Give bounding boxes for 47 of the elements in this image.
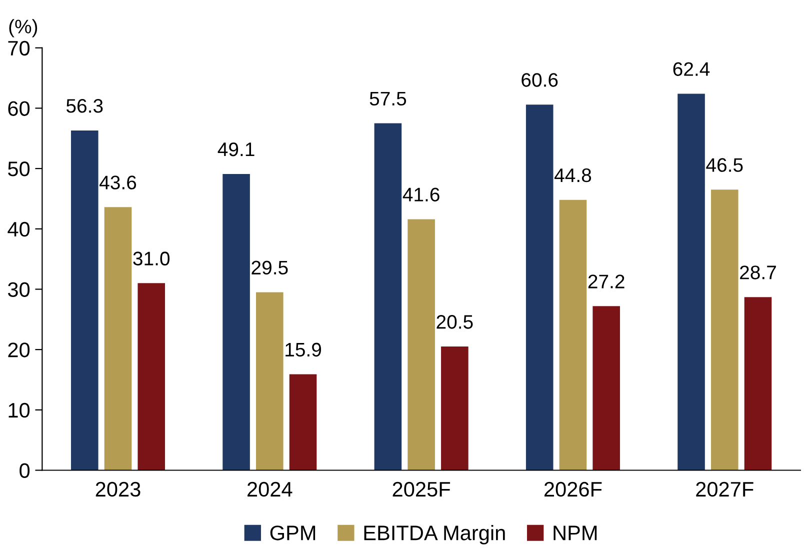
x-tick-label: 2025F (392, 482, 450, 497)
bar (256, 292, 284, 470)
bar (526, 104, 554, 470)
data-label: 41.6 (402, 188, 440, 202)
legend-label: GPM (270, 526, 316, 540)
data-label: 20.5 (436, 315, 473, 329)
y-tick-label: 0 (20, 463, 30, 478)
legend-label: EBITDA Margin (364, 525, 505, 544)
bar (441, 346, 468, 470)
x-tick-label: 2026F (544, 482, 602, 497)
y-tick-label: 60 (8, 101, 30, 116)
bar (289, 374, 317, 470)
data-label: 49.1 (218, 142, 254, 156)
y-tick-label: 10 (8, 402, 30, 418)
data-label: 57.5 (370, 92, 406, 106)
data-label: 27.2 (588, 274, 624, 288)
data-label: 31.0 (133, 252, 170, 266)
y-axis-title: (%) (9, 19, 38, 38)
bar (710, 190, 738, 470)
data-label: 28.7 (740, 266, 776, 280)
bar (104, 207, 132, 470)
data-label: 60.6 (522, 73, 558, 87)
data-label: 29.5 (252, 260, 288, 275)
x-tick-label: 2023 (96, 482, 140, 497)
y-tick-label: 70 (8, 40, 30, 56)
data-label: 62.4 (673, 62, 710, 76)
bar (70, 130, 98, 470)
x-tick-label: 2024 (248, 482, 292, 497)
x-tick-label: 2027F (696, 482, 754, 497)
data-label: 44.8 (554, 168, 592, 182)
legend-label: NPM (554, 526, 597, 540)
bar (408, 219, 435, 470)
data-label: 46.5 (706, 158, 743, 172)
bar (138, 283, 166, 470)
y-tick-label: 40 (8, 222, 30, 237)
bar (559, 200, 587, 470)
y-tick-label: 50 (8, 162, 30, 176)
y-tick-label: 20 (8, 342, 30, 358)
data-label: 56.3 (66, 99, 103, 113)
bar (744, 297, 772, 470)
data-label: 15.9 (286, 342, 322, 357)
bar (592, 306, 620, 470)
y-tick-label: 30 (8, 282, 30, 297)
data-label: 43.6 (100, 176, 136, 190)
bar (678, 94, 705, 470)
bar (374, 123, 402, 470)
bar (222, 174, 250, 470)
